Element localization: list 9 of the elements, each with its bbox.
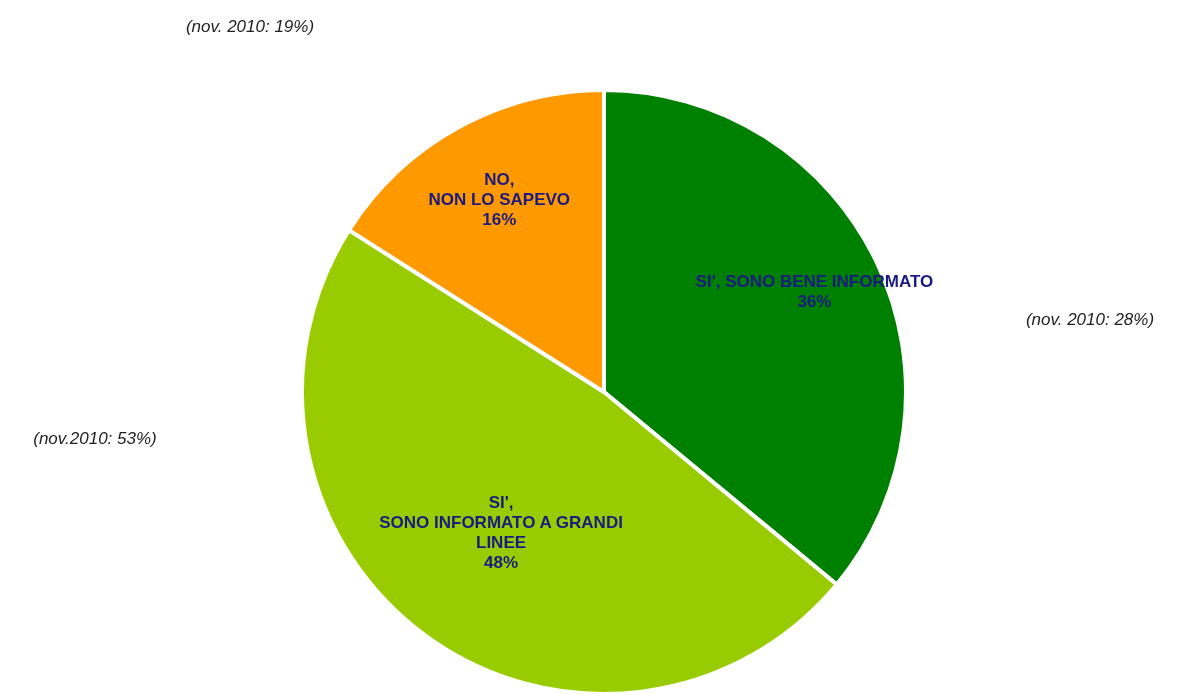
data-label: 36%: [797, 292, 832, 312]
data-label: 16%: [482, 210, 517, 230]
slice-label: NO, NON LO SAPEVO: [428, 170, 571, 210]
text: (nov.2010: 53%): [33, 429, 157, 448]
data-label: 48%: [484, 553, 519, 573]
text: (nov. 2010: 19%): [185, 17, 315, 36]
slice-label: SI', SONO BENE INFORMATO: [695, 272, 934, 292]
text: (nov. 2010: 28%): [1025, 310, 1155, 329]
slice-label: SI', SONO INFORMATO A GRANDI LINEE: [379, 493, 623, 553]
